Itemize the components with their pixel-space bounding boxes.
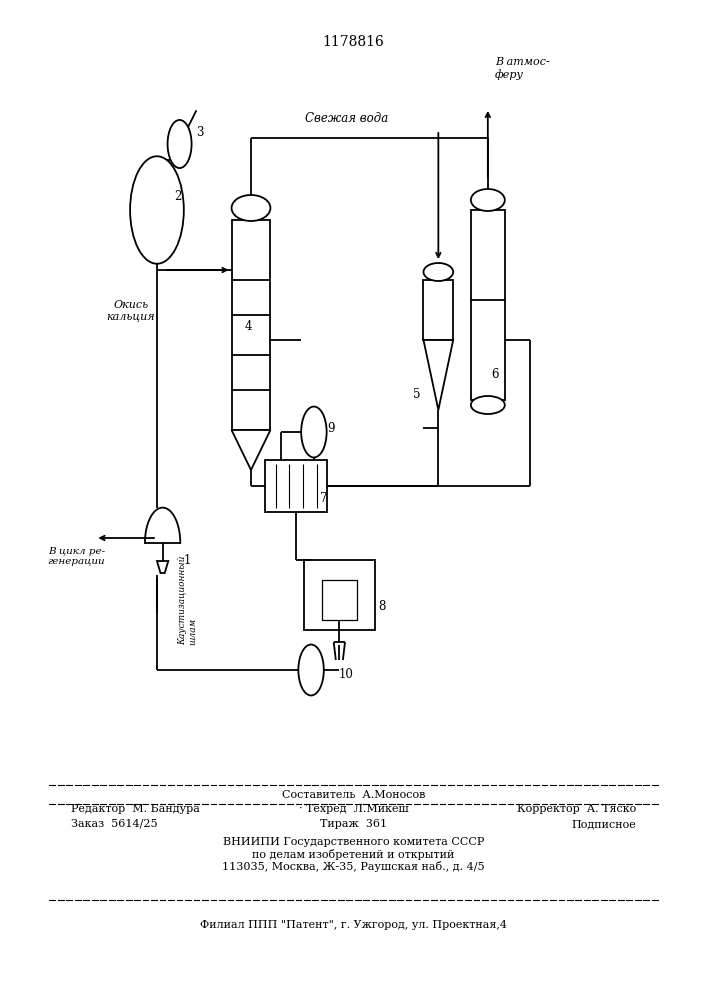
Text: Редактор  М. Бандура: Редактор М. Бандура — [71, 804, 199, 814]
Text: 6: 6 — [491, 367, 498, 380]
Text: Каустизационный
шлам: Каустизационный шлам — [178, 555, 197, 645]
Polygon shape — [157, 561, 168, 573]
Bar — [322, 580, 357, 620]
Text: Подписное: Подписное — [571, 819, 636, 829]
Text: В цикл ре-
генерации: В цикл ре- генерации — [47, 547, 105, 566]
Text: 5: 5 — [414, 387, 421, 400]
Text: Окись
кальция: Окись кальция — [107, 300, 155, 322]
Bar — [231, 220, 270, 430]
Polygon shape — [231, 430, 270, 470]
Ellipse shape — [232, 195, 270, 221]
Text: 7: 7 — [320, 491, 327, 504]
Text: · Техред  Л.Микеш: · Техред Л.Микеш — [298, 804, 409, 814]
Text: 8: 8 — [378, 600, 385, 613]
Text: Заказ  5614/25: Заказ 5614/25 — [71, 819, 158, 829]
Ellipse shape — [471, 396, 505, 414]
Ellipse shape — [168, 120, 192, 168]
Text: по делам изобретений и открытий: по делам изобретений и открытий — [252, 849, 455, 860]
Text: Тираж  361: Тираж 361 — [320, 819, 387, 829]
Text: 113035, Москва, Ж-35, Раушская наб., д. 4/5: 113035, Москва, Ж-35, Раушская наб., д. … — [222, 861, 485, 872]
Bar — [471, 210, 505, 400]
Bar — [265, 460, 327, 512]
Text: Филиал ППП "Патент", г. Ужгород, ул. Проектная,4: Филиал ППП "Патент", г. Ужгород, ул. Про… — [200, 920, 507, 930]
Ellipse shape — [471, 189, 505, 211]
Text: ВНИИПИ Государственного комитета СССР: ВНИИПИ Государственного комитета СССР — [223, 837, 484, 847]
Ellipse shape — [301, 407, 327, 457]
Text: Свежая вода: Свежая вода — [305, 111, 388, 124]
Text: В атмос-
феру: В атмос- феру — [495, 57, 549, 80]
Polygon shape — [423, 340, 453, 410]
Text: 3: 3 — [197, 125, 204, 138]
Ellipse shape — [423, 263, 453, 281]
Bar — [423, 280, 453, 340]
Bar — [304, 560, 375, 630]
Ellipse shape — [130, 156, 184, 264]
Text: 4: 4 — [245, 320, 252, 332]
Text: 2: 2 — [175, 190, 182, 202]
Text: 1178816: 1178816 — [322, 35, 385, 49]
Ellipse shape — [298, 645, 324, 695]
Text: Корректор  А. Тяско: Корректор А. Тяско — [517, 804, 636, 814]
Text: 1: 1 — [184, 554, 191, 566]
Text: 10: 10 — [339, 668, 354, 680]
Text: Составитель  А.Моносов: Составитель А.Моносов — [282, 790, 425, 800]
Text: 9: 9 — [327, 422, 334, 434]
